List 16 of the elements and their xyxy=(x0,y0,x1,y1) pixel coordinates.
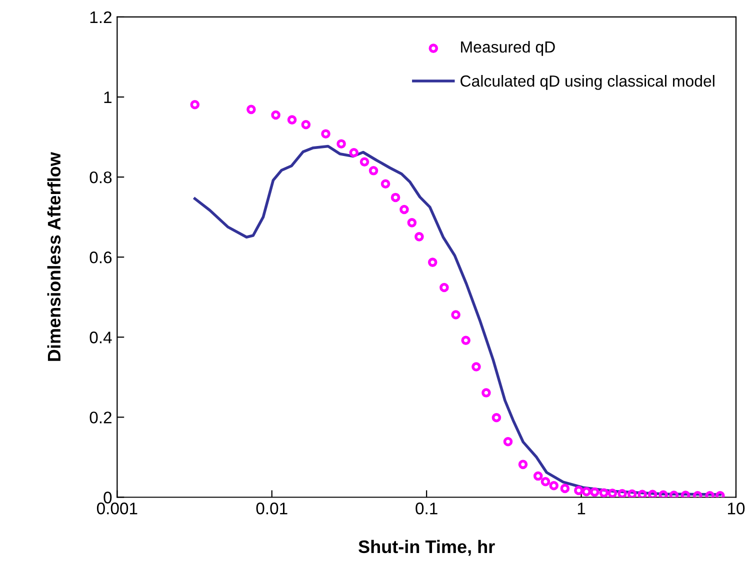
x-tick-label: 10 xyxy=(728,502,745,514)
y-tick-label: 0.4 xyxy=(90,332,112,344)
y-tick-label: 0.6 xyxy=(90,252,112,264)
x-axis-title: Shut-in Time, hr xyxy=(358,540,495,556)
y-tick-label: 0.8 xyxy=(90,171,112,184)
y-tick-label: 1 xyxy=(104,92,112,104)
legend-label: Measured qD xyxy=(461,40,555,56)
y-tick-label: 0.2 xyxy=(90,412,112,424)
y-axis-title: Dimensionless Afterflow xyxy=(47,152,61,361)
x-tick-label: 0.001 xyxy=(96,502,138,514)
legend-label: Calculated qD using classical model xyxy=(460,75,714,90)
x-tick-label: 1 xyxy=(578,502,586,514)
y-tick-label: 1.2 xyxy=(90,11,112,24)
x-tick-label: 0.01 xyxy=(256,502,288,514)
y-tick-label: 0 xyxy=(104,492,112,504)
x-tick-label: 0.1 xyxy=(416,502,438,514)
